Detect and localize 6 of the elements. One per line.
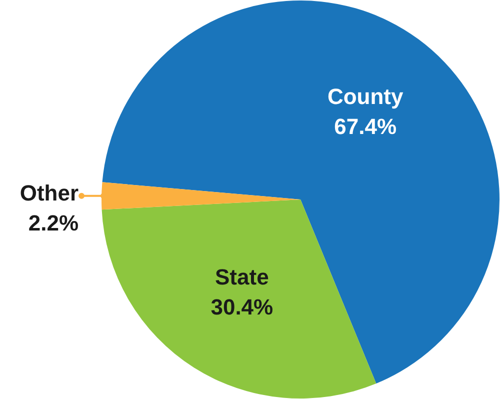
slice-label: County xyxy=(327,84,404,109)
data-label: 67.4% xyxy=(334,114,397,139)
data-label: 2.2% xyxy=(28,210,79,236)
legend-label: Other xyxy=(20,180,79,206)
slice-label: State xyxy=(215,264,269,290)
data-label: 30.4% xyxy=(210,294,274,320)
